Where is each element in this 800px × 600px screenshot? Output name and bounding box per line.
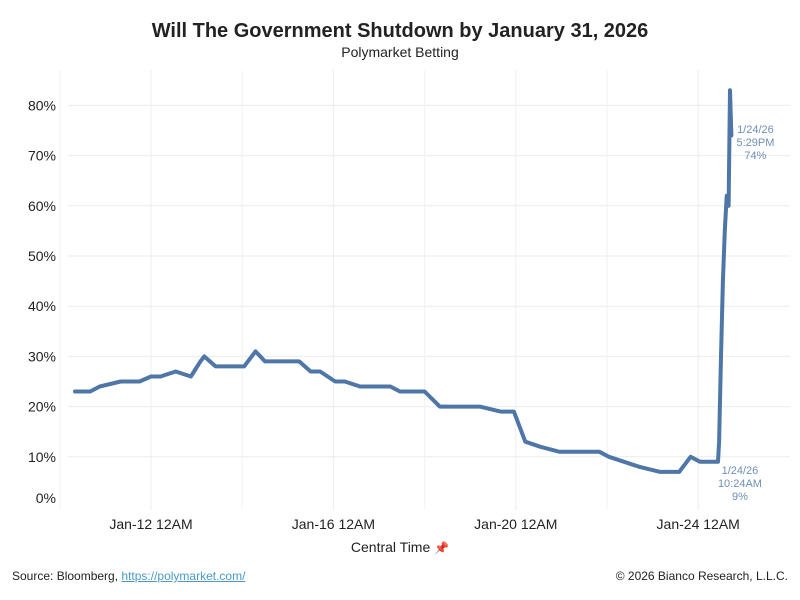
x-tick-label: Jan-24 12AM — [657, 516, 740, 532]
source-link[interactable]: https://polymarket.com/ — [121, 569, 246, 583]
y-tick-label: 40% — [28, 298, 56, 314]
annotation-label: 5:29PM — [736, 137, 774, 149]
annotation-label: 10:24AM — [718, 478, 762, 490]
annotation-label: 1/24/26 — [737, 124, 774, 136]
pin-icon: 📌 — [434, 541, 450, 555]
y-tick-label: 70% — [28, 148, 56, 164]
y-tick-label: 20% — [28, 399, 56, 415]
series-line — [73, 88, 734, 474]
copyright: © 2026 Bianco Research, L.L.C. — [615, 569, 788, 583]
x-axis-label-text: Central Time — [350, 539, 431, 555]
y-tick-label: 0% — [36, 490, 56, 506]
y-tick-label: 10% — [28, 449, 56, 465]
chart-subtitle: Polymarket Betting — [341, 44, 459, 60]
y-tick-label: 50% — [28, 248, 56, 264]
source-note: Source: Bloomberg, https://polymarket.co… — [12, 569, 245, 583]
y-tick-label: 80% — [28, 97, 56, 113]
y-tick-label: 30% — [28, 348, 56, 364]
annotation-label: 74% — [744, 150, 766, 162]
x-axis-label: Central Time 📌 — [0, 539, 800, 555]
x-tick-label: Jan-20 12AM — [474, 516, 557, 532]
source-text: Source: Bloomberg, — [12, 569, 122, 583]
chart-title: Will The Government Shutdown by January … — [151, 20, 649, 42]
y-tick-label: 60% — [28, 198, 56, 214]
annotation-label: 1/24/26 — [722, 465, 759, 477]
annotation-label: 9% — [732, 491, 748, 503]
x-tick-label: Jan-12 12AM — [109, 516, 192, 532]
x-tick-label: Jan-16 12AM — [292, 516, 375, 532]
